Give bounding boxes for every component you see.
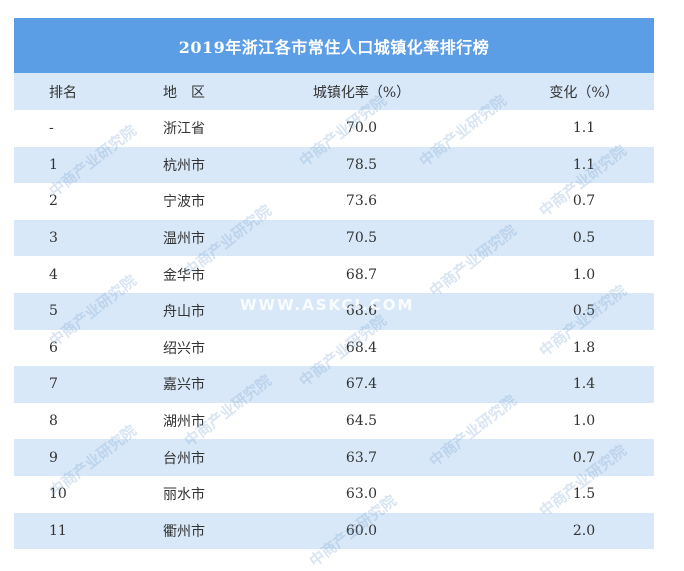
header-rank: 排名 — [49, 84, 77, 101]
cell-region: 温州市 — [163, 231, 205, 248]
cell-change: 0.7 — [572, 449, 596, 466]
cell-change: 2.0 — [572, 522, 596, 539]
header-region: 地 区 — [163, 84, 205, 101]
cell-rank: 1 — [49, 156, 58, 173]
cell-change: 1.5 — [572, 486, 596, 503]
table-row: 3 温州市 70.5 0.5 — [14, 219, 654, 257]
table-header-row: 排名 地 区 城镇化率（%） 变化（%） — [14, 73, 654, 110]
cell-rank: 10 — [49, 486, 67, 503]
cell-change: 0.5 — [572, 230, 596, 247]
cell-change: 0.5 — [572, 303, 596, 320]
cell-change: 1.0 — [572, 266, 596, 283]
table-row: 2 宁波市 73.6 0.7 — [14, 183, 654, 220]
cell-rank: 2 — [49, 193, 58, 210]
cell-change: 1.0 — [572, 413, 596, 430]
cell-region: 丽水市 — [163, 487, 205, 504]
cell-rate: 63.0 — [345, 486, 378, 503]
table-row: 9 台州市 63.7 0.7 — [14, 439, 654, 476]
cell-region: 嘉兴市 — [163, 377, 205, 394]
cell-rate: 64.5 — [345, 413, 378, 430]
cell-region: 宁波市 — [163, 194, 205, 211]
cell-rank: 9 — [49, 449, 58, 466]
table-row: 6 绍兴市 68.4 1.8 — [14, 330, 654, 367]
cell-change: 1.4 — [572, 376, 596, 393]
cell-region: 杭州市 — [163, 157, 205, 174]
cell-rate: 60.0 — [345, 522, 378, 539]
table-row: 4 金华市 68.7 1.0 — [14, 256, 654, 293]
cell-rank: - — [49, 120, 54, 137]
table-row: 1 杭州市 78.5 1.1 — [14, 146, 654, 184]
cell-rate: 68.4 — [345, 339, 378, 356]
cell-rate: 68.7 — [345, 266, 378, 283]
header-change: 变化（%） — [549, 84, 619, 101]
table-row: 7 嘉兴市 67.4 1.4 — [14, 366, 654, 403]
cell-rank: 5 — [49, 303, 58, 320]
cell-rank: 8 — [49, 413, 58, 430]
table-row: 8 湖州市 64.5 1.0 — [14, 403, 654, 440]
cell-change: 1.1 — [572, 156, 596, 173]
cell-region: 浙江省 — [163, 121, 205, 138]
table-row: - 浙江省 70.0 1.1 — [14, 110, 654, 147]
table-row: 11 衢州市 60.0 2.0 — [14, 512, 654, 550]
cell-rate: 63.7 — [345, 449, 378, 466]
table-row: 5 舟山市 68.6 0.5 — [14, 292, 654, 330]
cell-rate: 78.5 — [345, 156, 378, 173]
cell-rank: 11 — [49, 522, 67, 539]
cell-rate: 67.4 — [345, 376, 378, 393]
cell-rate: 73.6 — [345, 193, 378, 210]
ranking-table: 2019年浙江各市常住人口城镇化率排行榜 排名 地 区 城镇化率（%） 变化（%… — [14, 18, 654, 550]
table-title: 2019年浙江各市常住人口城镇化率排行榜 — [14, 18, 654, 73]
cell-rate: 70.0 — [345, 120, 378, 137]
cell-region: 湖州市 — [163, 414, 205, 431]
cell-change: 1.8 — [572, 339, 596, 356]
cell-region: 衢州市 — [163, 523, 205, 540]
cell-rate: 70.5 — [345, 230, 378, 247]
cell-region: 绍兴市 — [163, 340, 205, 357]
cell-rank: 6 — [49, 339, 58, 356]
header-rate: 城镇化率（%） — [312, 84, 411, 101]
cell-region: 台州市 — [163, 450, 205, 467]
cell-rank: 3 — [49, 230, 58, 247]
cell-change: 0.7 — [572, 193, 596, 210]
cell-change: 1.1 — [572, 120, 596, 137]
cell-region: 舟山市 — [163, 304, 205, 321]
cell-region: 金华市 — [163, 267, 205, 284]
cell-rank: 4 — [49, 266, 58, 283]
cell-rank: 7 — [49, 376, 58, 393]
cell-rate: 68.6 — [345, 303, 378, 320]
table-row: 10 丽水市 63.0 1.5 — [14, 476, 654, 513]
